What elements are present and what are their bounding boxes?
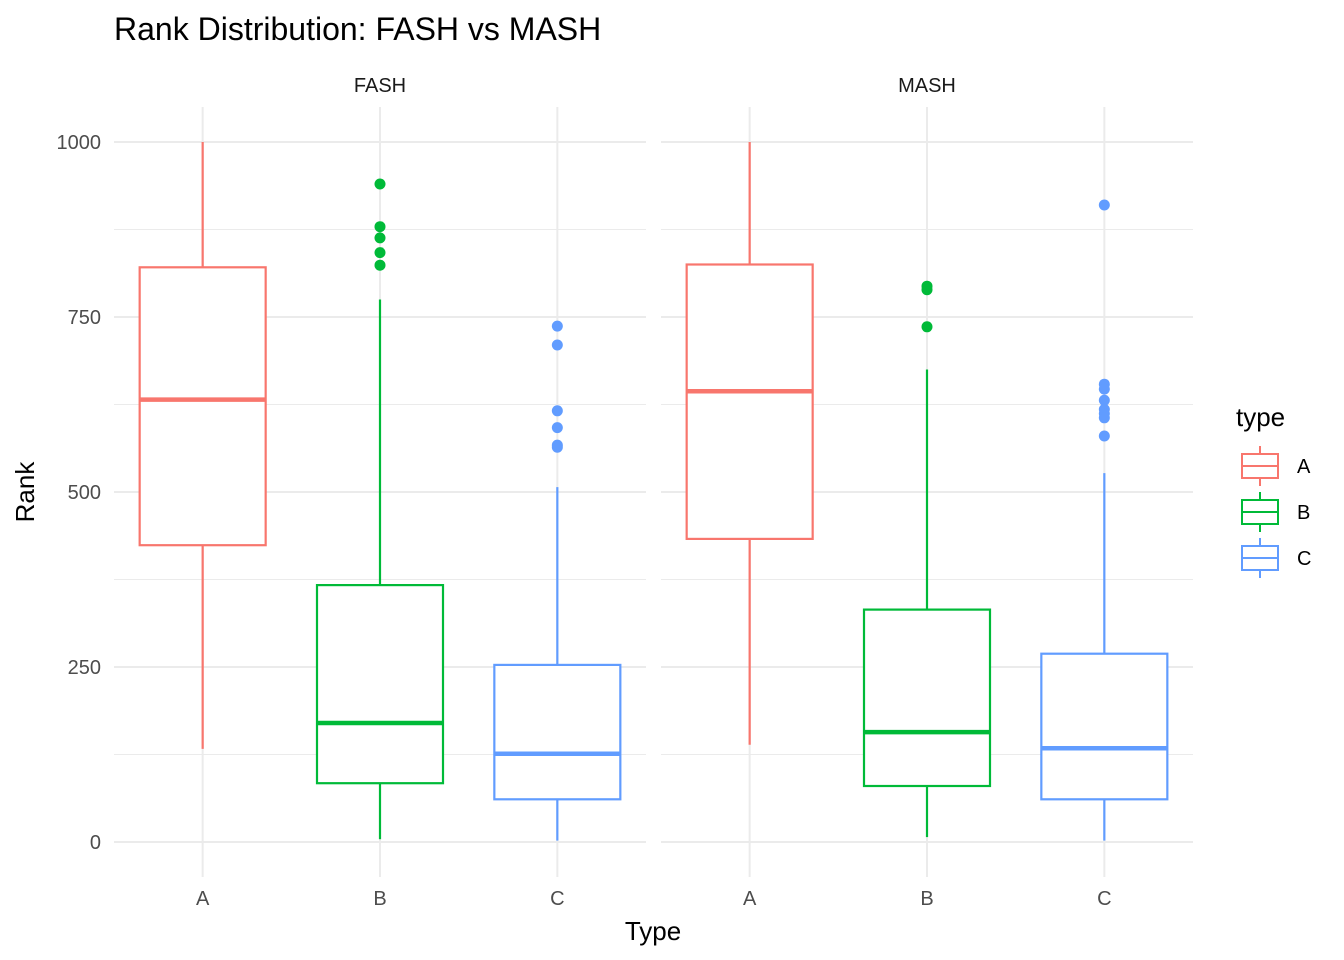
box-mash-c [1040, 199, 1169, 841]
x-tick-label: C [1097, 888, 1111, 910]
box-iqr [493, 663, 622, 801]
x-tick-label: A [743, 888, 757, 910]
legend-key-b: B [1241, 492, 1310, 532]
facet-label-fash: FASH [354, 75, 406, 97]
outlier-point [1098, 383, 1110, 395]
legend-items: A B C [1241, 446, 1311, 578]
facet-panels: FASH A B C MASH A B C [114, 75, 1193, 910]
x-tick-label: A [196, 888, 210, 910]
outlier-point [921, 284, 933, 296]
outlier-point [551, 441, 563, 453]
outlier-point [1098, 412, 1110, 424]
legend: type A B C [1236, 402, 1311, 578]
legend-key-c: C [1241, 538, 1311, 578]
outlier-point [374, 247, 386, 259]
box-mash-a [685, 142, 814, 745]
outlier-point [1098, 394, 1110, 406]
y-tick-label: 500 [68, 482, 101, 504]
facet-label-mash: MASH [898, 75, 956, 97]
box-iqr [138, 266, 267, 547]
outlier-point [374, 178, 386, 190]
y-tick-label: 250 [68, 657, 101, 679]
legend-label-a: A [1297, 456, 1311, 478]
y-axis-ticks: 0 250 500 750 1000 [57, 132, 102, 854]
outlier-point [374, 232, 386, 244]
outlier-point [1098, 430, 1110, 442]
legend-key-a: A [1241, 446, 1311, 486]
outlier-point [374, 221, 386, 233]
facet-panel-mash: MASH A B C [661, 75, 1193, 910]
outlier-point [551, 405, 563, 417]
outlier-point [551, 422, 563, 434]
box-mash-b [862, 280, 992, 838]
x-tick-label: C [550, 888, 564, 910]
y-axis-title: Rank [10, 461, 40, 523]
box-iqr [685, 263, 814, 540]
x-axis-title: Type [625, 916, 681, 946]
box-fash-a [138, 142, 267, 749]
y-tick-label: 1000 [57, 132, 102, 154]
legend-label-b: B [1297, 502, 1310, 524]
outlier-point [374, 259, 386, 271]
y-tick-label: 0 [90, 832, 101, 854]
box-fash-b [315, 178, 445, 840]
outlier-point [1098, 199, 1110, 211]
x-tick-label: B [920, 888, 933, 910]
legend-title: type [1236, 402, 1285, 432]
outlier-point [551, 339, 563, 351]
box-iqr [1040, 652, 1169, 801]
box-fash-c [493, 320, 622, 841]
box-iqr [315, 583, 445, 785]
box-iqr [862, 608, 992, 788]
facet-panel-fash: FASH A B C [114, 75, 646, 910]
y-tick-label: 750 [68, 307, 101, 329]
chart-title: Rank Distribution: FASH vs MASH [114, 11, 601, 47]
legend-label-c: C [1297, 548, 1311, 570]
outlier-point [551, 320, 563, 332]
outlier-point [921, 321, 933, 333]
x-tick-label: B [373, 888, 386, 910]
